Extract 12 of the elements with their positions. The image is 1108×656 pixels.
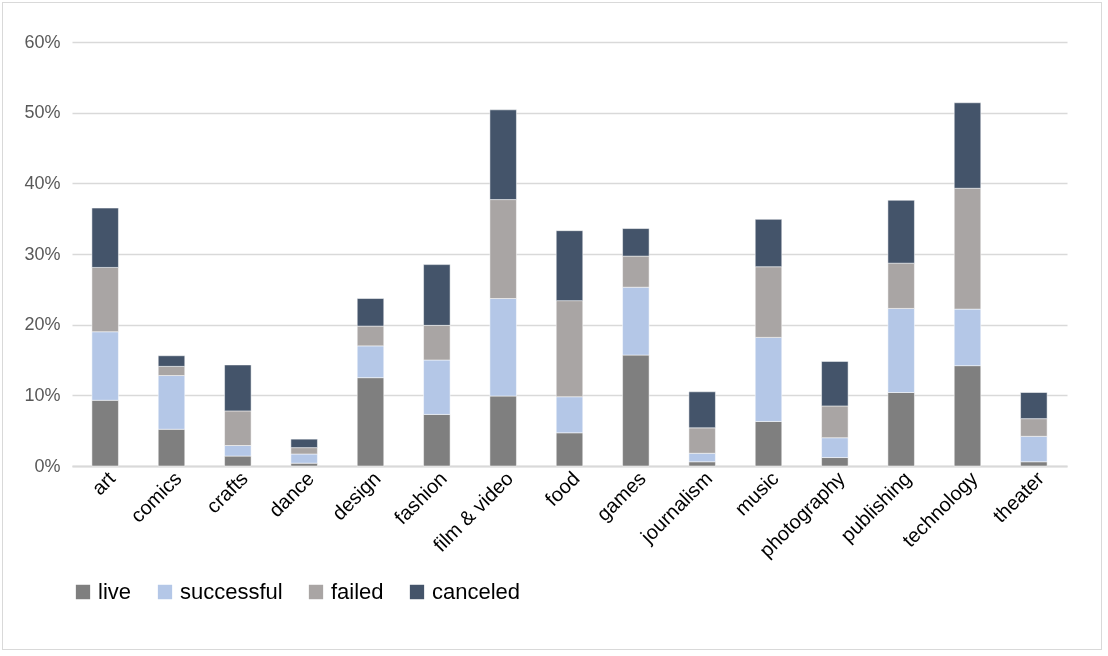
y-tick-label: 40% bbox=[24, 172, 61, 193]
y-tick-label: 20% bbox=[24, 314, 61, 335]
y-tick-label: 10% bbox=[24, 384, 61, 405]
legend-label: live bbox=[98, 579, 132, 604]
y-tick-label: 30% bbox=[24, 243, 61, 264]
legend-label: canceled bbox=[432, 579, 521, 604]
x-tick-label: art bbox=[87, 466, 120, 500]
y-tick-label: 50% bbox=[24, 102, 61, 123]
y-tick-label: 60% bbox=[24, 31, 61, 52]
y-tick-label: 0% bbox=[34, 455, 61, 476]
legend-label: successful bbox=[180, 579, 283, 604]
legend-label: failed bbox=[331, 579, 384, 604]
